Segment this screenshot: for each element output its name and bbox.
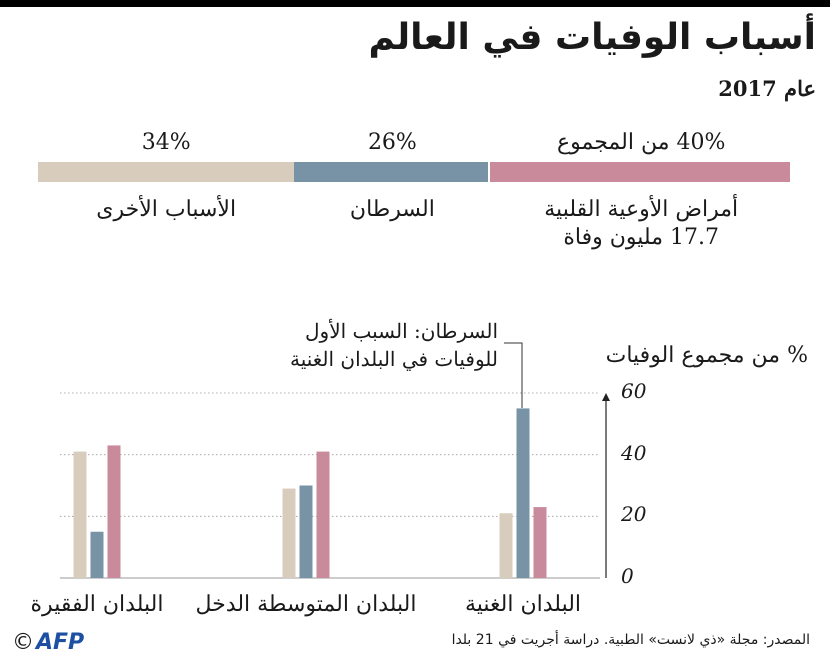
bar-poor-cardiovascular: [107, 445, 121, 578]
logo-text: AFP: [36, 630, 85, 655]
y-tick-60: 60: [621, 379, 647, 403]
cause-cancer: السرطان: [350, 196, 435, 224]
cause-cardiovascular: أمراض الأوعية القلبية 17.7 مليون وفاة: [544, 196, 738, 252]
y-axis-label: % من مجموع الوفيات: [605, 343, 808, 368]
segment-cardiovascular: [490, 162, 790, 182]
bar-rich-other: [499, 513, 513, 578]
y-tick-40: 40: [621, 440, 647, 465]
bar-rich-cardiovascular: [533, 507, 547, 578]
copyright-symbol: ©: [12, 630, 34, 655]
chart-title: أسباب الوفيات في العالم: [368, 17, 816, 58]
y-tick-0: 0: [621, 564, 634, 588]
top-bar: [0, 0, 830, 7]
chart-subtitle-year: عام 2017: [718, 76, 816, 101]
category-label-middle-income: البلدان المتوسطة الدخل: [195, 592, 417, 617]
bar-poor-cancer: [90, 531, 104, 578]
cause-deaths-cardiovascular: 17.7 مليون وفاة: [563, 225, 719, 250]
annotation-line-1: السرطان: السبب الأول: [305, 319, 498, 343]
bar-middle-income-cardiovascular: [316, 451, 330, 578]
afp-logo: ©AFP: [12, 630, 84, 655]
segment-cancer: [294, 162, 489, 182]
bars: [73, 408, 547, 578]
cause-other: الأسباب الأخرى: [96, 196, 236, 224]
pct-label-cardiovascular: 40% من المجموع: [557, 130, 726, 155]
y-tick-20: 20: [621, 502, 647, 527]
category-label-rich: البلدان الغنية: [464, 592, 582, 617]
annotation-leader-line: [504, 342, 523, 408]
bar-middle-income-other: [282, 488, 296, 578]
segment-other: [38, 162, 295, 182]
category-label-poor: البلدان الفقيرة: [30, 592, 164, 617]
pct-label-other: 34%: [141, 130, 191, 155]
source-note: المصدر: مجلة «ذي لانست» الطبية. دراسة أج…: [451, 632, 810, 648]
cause-label-other: الأسباب الأخرى: [96, 197, 237, 222]
annotation-line-2: للوفيات في البلدان الغنية: [289, 347, 498, 371]
cause-label-cardiovascular: أمراض الأوعية القلبية: [544, 197, 739, 222]
cancer-annotation: السرطان: السبب الأول للوفيات في البلدان …: [290, 317, 498, 373]
bar-middle-income-cancer: [299, 485, 313, 578]
bar-poor-other: [73, 451, 87, 578]
cause-label-cancer: السرطان: [349, 197, 435, 222]
bar-rich-cancer: [516, 408, 530, 578]
y-axis-arrow-icon: [602, 393, 610, 401]
pct-label-cancer: 26%: [367, 130, 417, 155]
